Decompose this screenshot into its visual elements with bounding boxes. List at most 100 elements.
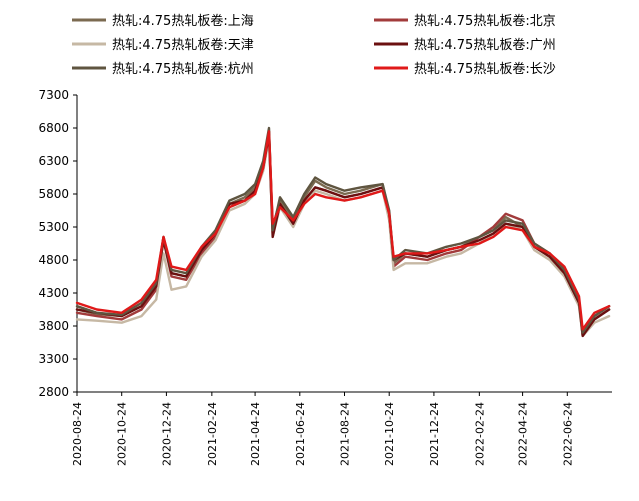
data-point: [254, 193, 256, 195]
data-point: [504, 216, 507, 218]
y-tick-label: 5800: [38, 187, 69, 201]
data-point: [325, 193, 328, 195]
data-point: [314, 189, 317, 192]
data-point: [76, 305, 78, 308]
y-tick-label: 3300: [38, 352, 69, 366]
y-axis: 2800 3300 3800 4300 4800 5300 5800 6300 6800 7300: [38, 88, 78, 399]
x-tick-label: 2022-04-24: [517, 402, 530, 466]
data-point: [292, 216, 295, 218]
data-point: [593, 315, 596, 317]
data-point: [170, 265, 173, 268]
data-point: [548, 255, 551, 258]
data-point: [504, 222, 507, 225]
data-point: [563, 265, 566, 268]
data-point: [608, 305, 610, 308]
data-point: [478, 239, 481, 241]
data-point: [292, 226, 295, 228]
data-point: [359, 193, 362, 195]
data-point: [140, 302, 143, 304]
data-point: [492, 232, 495, 235]
data-point: [170, 288, 173, 291]
legend-label-5: 热轧:4.75热轧板卷:长沙: [414, 61, 556, 77]
data-point: [185, 285, 187, 288]
data-point: [185, 272, 187, 275]
series-line-4: [75, 126, 611, 334]
data-point: [314, 176, 317, 179]
data-point: [314, 193, 317, 195]
data-point: [96, 308, 98, 311]
data-point: [200, 255, 203, 258]
data-point: [120, 318, 123, 321]
data-point: [504, 213, 507, 215]
data-point: [381, 189, 384, 192]
data-point: [170, 275, 173, 278]
data-point: [404, 255, 407, 258]
data-point: [593, 318, 596, 321]
data-point: [548, 259, 551, 261]
data-point: [140, 305, 143, 308]
y-tick-label: 4300: [38, 286, 69, 300]
plot-area: [75, 126, 611, 338]
data-point: [460, 249, 462, 251]
data-point: [228, 206, 231, 208]
data-point: [608, 315, 610, 317]
legend-label-2: 热轧:4.75热轧板卷:天津: [112, 37, 254, 53]
x-tick-label: 2021-04-24: [249, 402, 262, 466]
data-point: [404, 252, 407, 255]
x-axis: 2020-08-24 2020-10-24 2020-12-24 2021-02-24…: [71, 391, 612, 466]
data-point: [343, 196, 346, 199]
data-point: [279, 196, 281, 199]
data-point: [262, 166, 265, 169]
data-point: [426, 255, 429, 258]
data-point: [460, 242, 462, 245]
data-point: [325, 183, 328, 185]
data-point: [314, 186, 317, 189]
data-point: [325, 189, 328, 192]
data-point: [608, 308, 610, 311]
data-point: [593, 321, 596, 324]
data-point: [492, 229, 495, 232]
data-point: [445, 252, 448, 255]
legend-label-4: 热轧:4.75热轧板卷:杭州: [112, 61, 254, 77]
data-point: [96, 312, 98, 314]
y-tick-label: 6300: [38, 154, 69, 168]
data-point: [244, 196, 246, 199]
data-point: [445, 249, 448, 251]
data-point: [268, 130, 270, 133]
data-point: [533, 246, 536, 248]
x-tick-label: 2021-12-24: [428, 402, 441, 466]
data-point: [381, 183, 384, 185]
data-point: [120, 321, 123, 324]
x-tick-label: 2021-10-24: [383, 402, 396, 466]
data-point: [76, 302, 78, 304]
data-point: [581, 335, 584, 337]
data-point: [170, 269, 173, 271]
data-point: [140, 298, 143, 301]
data-point: [581, 328, 584, 331]
data-point: [185, 279, 187, 281]
data-point: [404, 262, 407, 265]
data-point: [426, 262, 429, 265]
data-point: [271, 229, 274, 232]
x-tick-label: 2020-12-24: [160, 402, 173, 466]
data-point: [140, 315, 143, 317]
x-tick-label: 2021-08-24: [339, 402, 352, 466]
data-point: [155, 298, 157, 301]
data-point: [504, 226, 507, 228]
x-tick-label: 2022-06-24: [561, 402, 574, 466]
data-point: [581, 331, 584, 334]
data-point: [359, 186, 362, 189]
x-tick-label: 2020-08-24: [71, 402, 84, 466]
x-tick-label: 2021-06-24: [294, 402, 307, 466]
data-point: [162, 236, 165, 238]
data-point: [478, 242, 481, 245]
data-point: [343, 199, 346, 202]
data-point: [155, 285, 157, 288]
data-point: [392, 255, 395, 258]
data-point: [460, 246, 462, 248]
data-point: [268, 127, 270, 129]
data-point: [359, 196, 362, 199]
data-point: [292, 222, 295, 225]
